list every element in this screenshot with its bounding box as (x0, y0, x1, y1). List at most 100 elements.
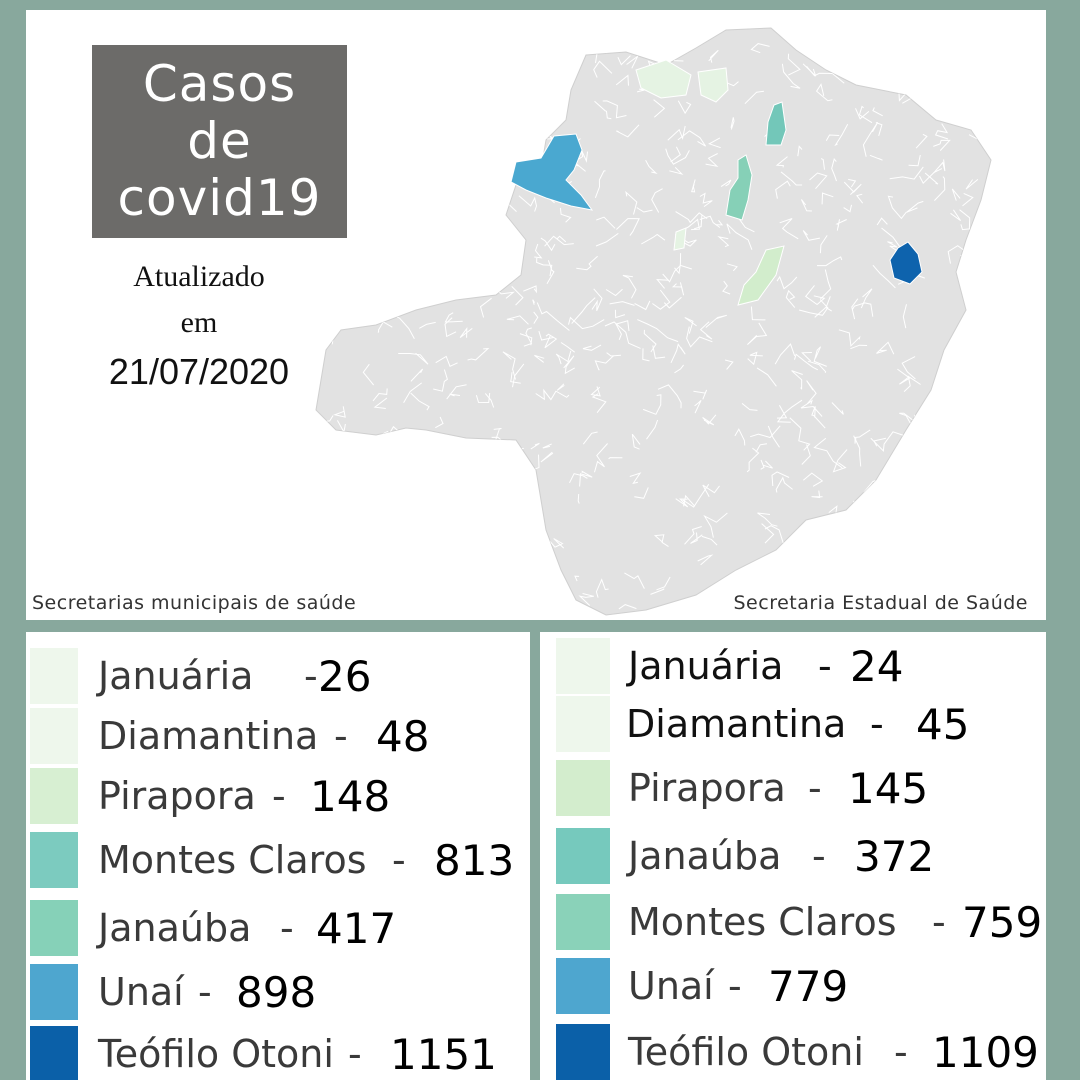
separator-dash: - (894, 1030, 908, 1074)
municipality-border (984, 536, 991, 549)
municipality-border (476, 28, 490, 40)
municipality-border (417, 562, 425, 567)
municipality-border (333, 406, 346, 418)
municipality-border (527, 511, 540, 524)
municipality-border (593, 60, 613, 78)
municipality-border (576, 255, 598, 271)
municipality-border (438, 78, 456, 94)
municipality-border (609, 301, 635, 306)
municipality-border (556, 383, 565, 391)
municipality-border (415, 244, 435, 260)
municipality-border (811, 490, 823, 499)
municipality-border (734, 428, 746, 446)
municipality-border (657, 384, 682, 409)
municipality-border (594, 443, 608, 473)
municipality-border (955, 38, 972, 56)
municipality-border (669, 166, 684, 175)
municipality-border (445, 593, 455, 608)
municipality-border (819, 269, 832, 300)
municipality-border (956, 30, 971, 47)
municipality-border (432, 549, 445, 554)
municipality-border (459, 327, 473, 338)
municipality-border (980, 307, 991, 348)
municipality-border (887, 241, 902, 254)
municipality-border (775, 476, 793, 493)
municipality-border (876, 341, 895, 355)
municipality-border (472, 275, 483, 292)
region-janauba (765, 101, 787, 146)
municipality-border (975, 446, 988, 461)
municipality-border (553, 538, 565, 549)
municipality-border (779, 218, 799, 240)
municipality-border (631, 433, 641, 450)
city-name: Diamantina (626, 702, 847, 746)
municipality-border (825, 134, 840, 141)
municipality-border (642, 348, 650, 362)
separator-dash: - (812, 834, 826, 878)
municipality-border (936, 518, 944, 534)
separator-dash: - (272, 774, 286, 818)
municipality-border (975, 353, 991, 362)
municipality-border (582, 344, 602, 351)
municipality-border (813, 346, 827, 367)
municipality-border (364, 65, 378, 79)
municipality-border (881, 227, 903, 250)
region-pirapora (737, 245, 785, 306)
municipality-border (903, 375, 921, 392)
municipality-border (322, 524, 338, 540)
municipality-border (491, 585, 498, 598)
municipality-border (981, 116, 991, 136)
municipality-border (819, 235, 828, 254)
color-swatch (556, 1024, 610, 1080)
municipality-border (807, 558, 824, 571)
municipality-border (441, 207, 446, 210)
municipality-border (897, 368, 911, 385)
case-count: 145 (848, 764, 929, 813)
municipality-border (556, 235, 567, 243)
municipality-border (653, 99, 666, 118)
municipality-border (899, 412, 917, 428)
municipality-border (517, 140, 542, 156)
municipality-border (702, 586, 717, 606)
color-swatch (30, 708, 78, 764)
municipality-border (424, 28, 440, 49)
municipality-border (362, 363, 374, 386)
color-swatch (30, 964, 78, 1020)
municipality-border (684, 526, 702, 545)
municipality-border (322, 522, 333, 545)
municipality-border (863, 480, 876, 493)
municipality-border (503, 150, 517, 159)
municipality-border (412, 556, 419, 572)
municipality-border (420, 493, 435, 504)
separator-dash: - (728, 964, 742, 1008)
municipality-border (703, 512, 728, 538)
municipality-border (694, 399, 702, 414)
legend-row: Diamantina - 45 (540, 696, 1046, 752)
municipality-border (774, 343, 796, 365)
municipality-border (741, 403, 758, 411)
municipality-border (512, 28, 526, 38)
municipality-border (962, 464, 977, 478)
municipality-border (820, 158, 825, 170)
municipality-border (360, 455, 383, 477)
separator-dash: - (280, 906, 294, 950)
municipality-border (798, 299, 829, 316)
municipality-border (761, 523, 775, 544)
municipality-border (362, 277, 366, 292)
municipality-border (473, 538, 485, 542)
municipality-border (811, 406, 826, 429)
region-montes-claros (725, 154, 753, 221)
municipality-border (615, 74, 629, 86)
color-swatch (30, 648, 78, 704)
municipality-border (641, 233, 666, 245)
municipality-border (316, 498, 322, 518)
municipality-border (988, 360, 991, 379)
municipality-border (394, 457, 401, 468)
municipality-border (970, 561, 983, 582)
municipality-border (702, 484, 720, 497)
city-name: Diamantina (98, 714, 319, 758)
legend-row: Teófilo Otoni - 1109 (540, 1024, 1046, 1080)
municipality-border (449, 242, 463, 268)
map-title-box: Casos de covid19 (92, 45, 347, 238)
municipality-border (448, 32, 471, 45)
